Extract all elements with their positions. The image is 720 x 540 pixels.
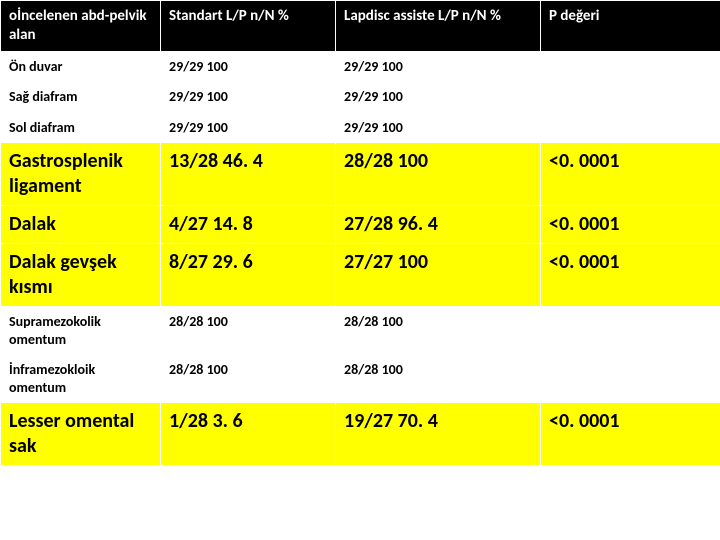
cell-standard: 29/29 100 xyxy=(161,82,336,113)
cell-standard: 29/29 100 xyxy=(161,51,336,82)
cell-pvalue: <0. 0001 xyxy=(541,403,720,466)
cell-lapdisc: 29/29 100 xyxy=(336,82,541,113)
cell-pvalue xyxy=(541,355,720,403)
cell-lapdisc: 29/29 100 xyxy=(336,51,541,82)
cell-lapdisc: 29/29 100 xyxy=(336,112,541,143)
col-header-area: oİncelenen abd-pelvik alan xyxy=(1,1,161,52)
cell-pvalue: <0. 0001 xyxy=(541,206,720,244)
cell-pvalue xyxy=(541,51,720,82)
table-row: Supramezokolik omentum 28/28 100 28/28 1… xyxy=(1,307,720,355)
cell-standard: 1/28 3. 6 xyxy=(161,403,336,466)
comparison-table: oİncelenen abd-pelvik alan Standart L/P … xyxy=(0,0,720,466)
cell-pvalue: <0. 0001 xyxy=(541,143,720,206)
table-row: Sağ diafram 29/29 100 29/29 100 xyxy=(1,82,720,113)
cell-area: Lesser omental sak xyxy=(1,403,161,466)
cell-area: Dalak xyxy=(1,206,161,244)
cell-pvalue xyxy=(541,307,720,355)
table-row: Dalak 4/27 14. 8 27/28 96. 4 <0. 0001 xyxy=(1,206,720,244)
cell-area: Supramezokolik omentum xyxy=(1,307,161,355)
cell-pvalue xyxy=(541,112,720,143)
cell-area: İnframezokloik omentum xyxy=(1,355,161,403)
cell-standard: 8/27 29. 6 xyxy=(161,244,336,307)
cell-lapdisc: 28/28 100 xyxy=(336,143,541,206)
cell-standard: 4/27 14. 8 xyxy=(161,206,336,244)
cell-lapdisc: 28/28 100 xyxy=(336,307,541,355)
cell-area: Gastrosplenik ligament xyxy=(1,143,161,206)
cell-lapdisc: 27/28 96. 4 xyxy=(336,206,541,244)
cell-standard: 13/28 46. 4 xyxy=(161,143,336,206)
col-header-standard: Standart L/P n/N % xyxy=(161,1,336,52)
table-row: Ön duvar 29/29 100 29/29 100 xyxy=(1,51,720,82)
table-row: Sol diafram 29/29 100 29/29 100 xyxy=(1,112,720,143)
cell-area: Sağ diafram xyxy=(1,82,161,113)
col-header-lapdisc: Lapdisc assiste L/P n/N % xyxy=(336,1,541,52)
cell-area: Dalak gevşek kısmı xyxy=(1,244,161,307)
cell-pvalue xyxy=(541,82,720,113)
table-row: Dalak gevşek kısmı 8/27 29. 6 27/27 100 … xyxy=(1,244,720,307)
cell-lapdisc: 19/27 70. 4 xyxy=(336,403,541,466)
table-header-row: oİncelenen abd-pelvik alan Standart L/P … xyxy=(1,1,720,52)
cell-lapdisc: 28/28 100 xyxy=(336,355,541,403)
col-header-pvalue: P değeri xyxy=(541,1,720,52)
table-row: Lesser omental sak 1/28 3. 6 19/27 70. 4… xyxy=(1,403,720,466)
cell-area: Ön duvar xyxy=(1,51,161,82)
cell-standard: 28/28 100 xyxy=(161,355,336,403)
cell-standard: 29/29 100 xyxy=(161,112,336,143)
cell-area: Sol diafram xyxy=(1,112,161,143)
table-row: Gastrosplenik ligament 13/28 46. 4 28/28… xyxy=(1,143,720,206)
cell-standard: 28/28 100 xyxy=(161,307,336,355)
cell-lapdisc: 27/27 100 xyxy=(336,244,541,307)
table-row: İnframezokloik omentum 28/28 100 28/28 1… xyxy=(1,355,720,403)
cell-pvalue: <0. 0001 xyxy=(541,244,720,307)
